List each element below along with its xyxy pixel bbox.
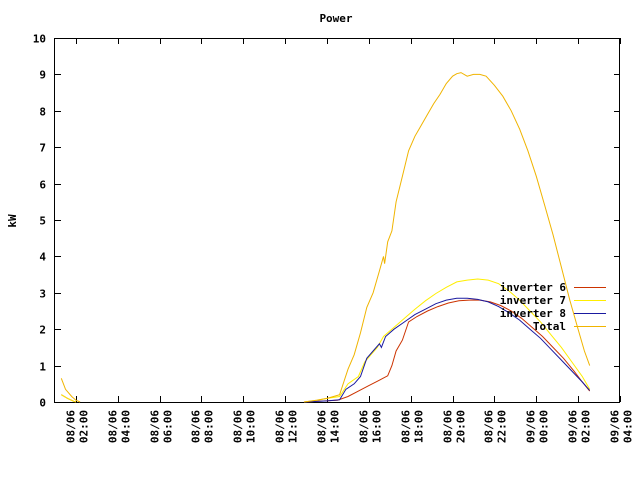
series-line-inverter-8 bbox=[303, 297, 591, 403]
x-tick-label-time: 02:00 bbox=[78, 410, 91, 443]
x-tick-label: 08/06 14:00 bbox=[316, 410, 342, 443]
x-tick-label: 08/06 22:00 bbox=[483, 410, 509, 443]
x-tick-label-time: 08:00 bbox=[203, 410, 216, 443]
x-tick-label-time: 00:00 bbox=[538, 410, 551, 443]
series-layer bbox=[60, 72, 591, 403]
x-tick-label-date: 08/06 bbox=[316, 410, 329, 443]
x-tick-label: 08/06 16:00 bbox=[358, 410, 384, 443]
y-tick-label: 9 bbox=[39, 69, 46, 82]
x-tick-label-time: 10:00 bbox=[245, 410, 258, 443]
x-tick-label: 08/06 04:00 bbox=[107, 410, 133, 443]
x-tick-label-date: 08/06 bbox=[400, 410, 413, 443]
y-tick-label: 0 bbox=[39, 397, 46, 410]
x-tick-label-date: 08/06 bbox=[65, 410, 78, 443]
y-tick-label: 1 bbox=[39, 361, 46, 374]
x-tick-label-time: 14:00 bbox=[329, 410, 342, 443]
y-tick-label: 3 bbox=[39, 288, 46, 301]
x-tick-label-date: 08/06 bbox=[442, 410, 455, 443]
plot-frame bbox=[54, 38, 620, 403]
x-tick-label-date: 08/06 bbox=[190, 410, 203, 443]
legend-label-total: Total bbox=[533, 320, 566, 333]
x-tick-label: 08/06 02:00 bbox=[65, 410, 91, 443]
y-tick-label: 7 bbox=[39, 142, 46, 155]
x-tick-label-time: 04:00 bbox=[622, 410, 635, 443]
chart-title: Power bbox=[319, 12, 352, 25]
x-tick-label: 09/06 00:00 bbox=[525, 410, 551, 443]
y-tick-label: 8 bbox=[39, 106, 46, 119]
x-tick-label-time: 18:00 bbox=[413, 410, 426, 443]
x-tick-label-date: 08/06 bbox=[483, 410, 496, 443]
legend-label-inverter-8: inverter 8 bbox=[500, 307, 566, 320]
y-axis: 0 1 2 3 4 5 6 7 8 9 10 bbox=[33, 33, 620, 410]
x-tick-label-date: 08/06 bbox=[107, 410, 120, 443]
y-tick-label: 4 bbox=[39, 251, 46, 264]
y-tick-label: 6 bbox=[39, 179, 46, 192]
x-tick-label: 08/06 06:00 bbox=[149, 410, 175, 443]
x-tick-label-date: 09/06 bbox=[525, 410, 538, 443]
x-tick-label-time: 16:00 bbox=[371, 410, 384, 443]
y-axis-label: kW bbox=[6, 214, 19, 228]
series-line-total bbox=[60, 72, 591, 403]
x-axis: 08/06 02:00 08/06 04:00 08/06 06:00 08/06 08:00… bbox=[65, 38, 635, 443]
x-tick-label: 08/06 18:00 bbox=[400, 410, 426, 443]
y-tick-label: 10 bbox=[33, 33, 46, 46]
x-tick-label: 08/06 20:00 bbox=[442, 410, 468, 443]
x-tick-label: 09/06 02:00 bbox=[567, 410, 593, 443]
x-tick-label-date: 08/06 bbox=[232, 410, 245, 443]
x-tick-label-date: 08/06 bbox=[274, 410, 287, 443]
x-tick-label-time: 06:00 bbox=[162, 410, 175, 443]
x-tick-label-time: 20:00 bbox=[455, 410, 468, 443]
x-tick-label: 09/06 04:00 bbox=[609, 410, 635, 443]
series-line-inverter-7 bbox=[61, 278, 591, 403]
legend-label-inverter-7: inverter 7 bbox=[500, 294, 566, 307]
x-tick-label-date: 09/06 bbox=[609, 410, 622, 443]
x-tick-label: 08/06 12:00 bbox=[274, 410, 300, 443]
x-tick-label-time: 22:00 bbox=[496, 410, 509, 443]
x-tick-label-date: 08/06 bbox=[358, 410, 371, 443]
x-tick-label-date: 08/06 bbox=[149, 410, 162, 443]
y-tick-label: 2 bbox=[39, 324, 46, 337]
x-tick-label-time: 04:00 bbox=[120, 410, 133, 443]
y-tick-label: 5 bbox=[39, 215, 46, 228]
x-tick-label-time: 12:00 bbox=[287, 410, 300, 443]
x-tick-label: 08/06 08:00 bbox=[190, 410, 216, 443]
legend-label-inverter-6: inverter 6 bbox=[500, 281, 567, 294]
x-tick-label-time: 02:00 bbox=[580, 410, 593, 443]
x-tick-label-date: 09/06 bbox=[567, 410, 580, 443]
x-tick-label: 08/06 10:00 bbox=[232, 410, 258, 443]
